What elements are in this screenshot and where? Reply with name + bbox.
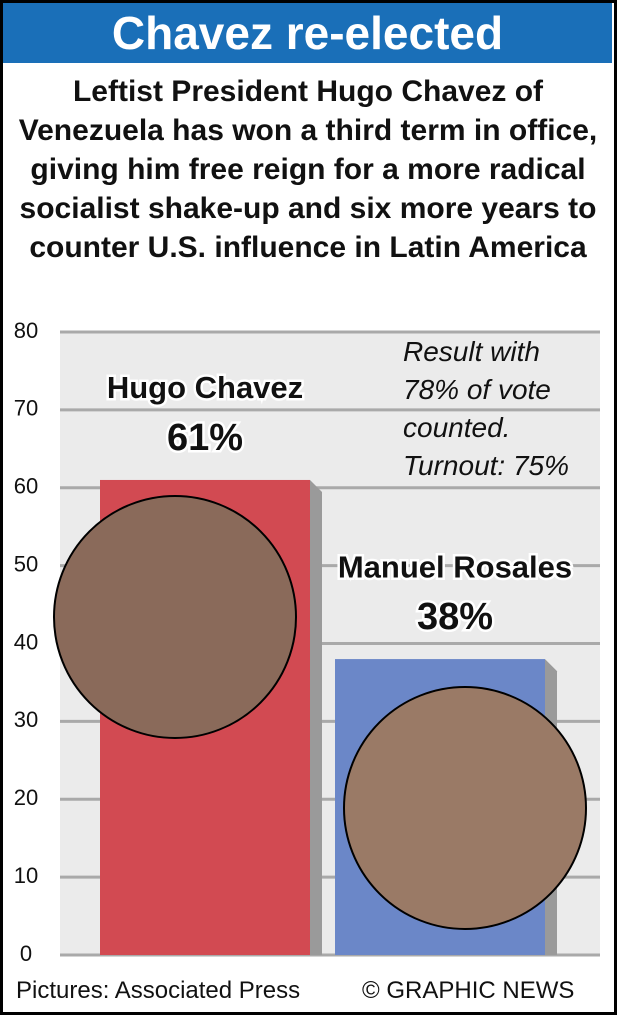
y-tick-label: 20 xyxy=(14,785,38,810)
note: Result with 78% of vote counted. Turnout… xyxy=(403,336,570,481)
subtitle: Leftist President Hugo Chavez of Venezue… xyxy=(18,75,598,264)
title: Chavez re-elected xyxy=(3,3,612,63)
y-tick-label: 30 xyxy=(14,707,38,732)
y-tick-label: 80 xyxy=(14,318,38,343)
source: © GRAPHIC NEWS xyxy=(362,977,575,1004)
bar-value-label: 61% xyxy=(167,417,243,459)
bar-category-label: Manuel Rosales xyxy=(338,549,572,584)
photo-chavez xyxy=(53,495,297,739)
y-tick-label: 40 xyxy=(14,629,38,654)
bar-value-label: 38% xyxy=(417,596,493,638)
bar-category-label: Hugo Chavez xyxy=(107,370,303,405)
y-tick-label: 60 xyxy=(14,474,38,499)
y-tick-label: 70 xyxy=(14,396,38,421)
y-tick-label: 50 xyxy=(14,551,38,576)
bar-shadow xyxy=(310,479,322,955)
y-tick-label: 10 xyxy=(14,863,38,888)
credit: Pictures: Associated Press xyxy=(16,977,301,1004)
photo-rosales xyxy=(343,686,587,930)
y-tick-label: 0 xyxy=(20,941,32,966)
